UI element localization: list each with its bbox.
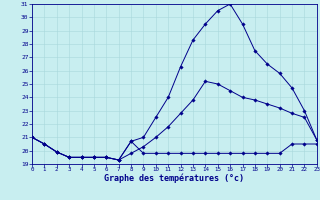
X-axis label: Graphe des températures (°c): Graphe des températures (°c) xyxy=(104,174,244,183)
